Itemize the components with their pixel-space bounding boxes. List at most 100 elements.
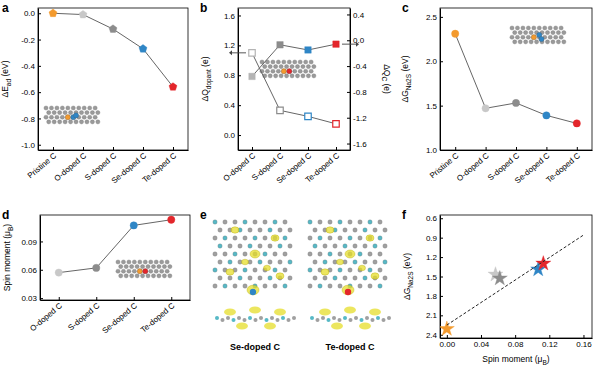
atom [526, 26, 530, 30]
tick-mark [347, 92, 350, 93]
arrow-shaft [232, 52, 246, 53]
atom [60, 106, 64, 110]
atom [559, 26, 563, 30]
tick-mark [516, 147, 517, 150]
atom [93, 106, 97, 110]
panel-label: a [2, 1, 9, 15]
atom [263, 65, 267, 69]
atom [223, 252, 227, 256]
atom [228, 244, 232, 248]
spin-density [271, 235, 279, 241]
tick-label: -0.2 [21, 36, 35, 45]
atom [279, 65, 283, 69]
point [168, 216, 175, 223]
tick: 1.2 [224, 41, 241, 50]
atom [338, 252, 342, 256]
tick: -1.2 [347, 114, 367, 123]
panel-label: c [402, 1, 409, 15]
atom [74, 120, 78, 124]
panel-a: a0.0-0.2-0.4-0.6-0.8-1.0ΔEad (eV)Pristin… [0, 1, 189, 186]
tick-mark [40, 241, 43, 242]
tick-mark [59, 297, 60, 300]
atom [52, 120, 56, 124]
panel-c: c1.01.52.02.5ΔGNa2S (eV)Pristine CO-dope… [400, 1, 593, 186]
atom [532, 26, 536, 30]
arrow-head [356, 42, 359, 47]
atom [268, 244, 272, 248]
tick-mark [171, 297, 172, 300]
atom [160, 269, 164, 273]
atom [308, 252, 312, 256]
tick-mark [280, 147, 281, 150]
atom-highlight [137, 269, 142, 274]
atom [162, 274, 166, 278]
atom [160, 260, 164, 264]
tick: 2.1 [426, 311, 443, 320]
atom [373, 260, 377, 264]
tick: 0.09 [21, 238, 43, 247]
tick-label: -0.8 [353, 88, 367, 97]
atom [548, 26, 552, 30]
point [333, 121, 339, 127]
atom [308, 236, 312, 240]
tick: O-doped C [28, 297, 64, 333]
spin-density [226, 269, 234, 275]
atom [306, 65, 310, 69]
atom [308, 268, 312, 272]
spin-density [249, 307, 261, 314]
x-axis: Pristine CO-doped CS-doped CSe-doped CTe… [26, 147, 189, 186]
tick-label: 1.8 [426, 292, 438, 301]
atom [276, 60, 280, 64]
atom [373, 228, 377, 232]
point [277, 42, 283, 48]
atom [333, 276, 337, 280]
atom [545, 40, 549, 44]
atom [263, 220, 267, 224]
atom [273, 220, 277, 224]
tick-mark [38, 92, 41, 93]
atom [238, 244, 242, 248]
tick-label: 0.9 [426, 234, 438, 243]
atom [332, 316, 336, 320]
axis-title-main: ΔE [0, 86, 10, 98]
atom [562, 31, 566, 35]
point [452, 30, 459, 37]
tick-label: -0.6 [21, 88, 35, 97]
tick-mark [238, 45, 241, 46]
atom [383, 228, 387, 232]
panel-label: d [2, 208, 9, 222]
atom [253, 220, 257, 224]
atom [368, 252, 372, 256]
atom [151, 274, 155, 278]
axis-arrow [229, 50, 246, 55]
atom [233, 284, 237, 288]
tick-mark [440, 315, 443, 316]
tick-label: 0.03 [21, 294, 37, 303]
atom [49, 115, 53, 119]
panel-f: f0.60.91.21.51.82.12.4ΔGNa2S (eV)0.000.0… [402, 208, 593, 366]
figure: a0.0-0.2-0.4-0.6-0.8-1.0ΔEad (eV)Pristin… [0, 0, 600, 376]
atom [132, 260, 136, 264]
point [169, 83, 177, 91]
spin-density [326, 227, 334, 233]
tick-mark [549, 335, 550, 338]
tick-mark [252, 147, 253, 150]
tick-label: 2.1 [426, 311, 438, 320]
point [109, 25, 117, 33]
atom [237, 316, 241, 320]
atom [378, 220, 382, 224]
tick-label: 0.00 [440, 340, 456, 349]
atom [233, 220, 237, 224]
tick-label: 2.4 [426, 331, 438, 340]
atom [132, 269, 136, 273]
point [482, 105, 489, 112]
tick-mark [440, 296, 443, 297]
axis-title-sub: Na2S [405, 73, 412, 90]
point [440, 321, 454, 335]
atom [513, 31, 517, 35]
atom-highlight [73, 113, 78, 118]
atom [243, 252, 247, 256]
atom [271, 69, 275, 73]
tick-mark [440, 61, 443, 62]
x-axis: O-doped CS-doped CSe-doped CTe-doped C [28, 297, 190, 336]
